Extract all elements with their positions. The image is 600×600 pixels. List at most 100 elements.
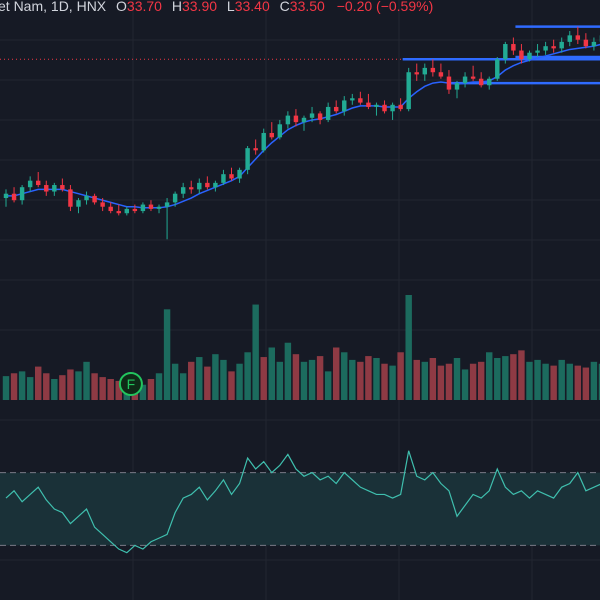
volume-bar (308, 359, 316, 400)
candle-body (446, 76, 452, 90)
volume-bar (558, 359, 565, 400)
volume-bar (429, 358, 437, 400)
candle-body (325, 106, 331, 120)
volume-bar (228, 371, 235, 400)
candle-body (583, 39, 589, 47)
volume-bar (405, 295, 412, 400)
open-value: 33.70 (126, 0, 162, 14)
volume-bar (526, 361, 533, 400)
candle-body (333, 106, 339, 112)
high-value: 33.90 (181, 0, 218, 14)
volume-bar (534, 359, 541, 400)
volume-bar (365, 356, 372, 400)
volume-bar (437, 365, 445, 400)
candle-body (350, 98, 355, 101)
candle-body (189, 187, 194, 190)
volume-bar (413, 359, 420, 400)
volume-bar (510, 354, 517, 400)
symbol-label: et Nam, 1D, HNX (0, 0, 107, 14)
volume-bar (502, 356, 509, 400)
close-label: C (279, 0, 290, 14)
volume-bar (51, 379, 58, 400)
candle-body (342, 100, 347, 112)
candle-body (567, 35, 572, 42)
volume-bar (461, 369, 469, 400)
volume-bar (324, 371, 332, 400)
candle-body (398, 104, 403, 110)
volume-bar (115, 380, 122, 400)
volume-bar (590, 361, 598, 400)
candle-body (205, 182, 210, 188)
candle-body (511, 44, 516, 51)
volume-bar (357, 361, 364, 400)
volume-bar (107, 379, 114, 400)
candle-body (559, 41, 564, 49)
candle-body (503, 44, 508, 60)
volume-bar (276, 361, 284, 400)
close-value: 33.50 (289, 0, 325, 14)
candle-body (470, 76, 476, 79)
volume-bar (381, 363, 388, 400)
candle-body (68, 189, 73, 207)
candle-body (551, 46, 556, 49)
candle-body (591, 41, 597, 47)
volume-bar (75, 371, 82, 400)
candle-body (575, 35, 581, 40)
volume-bar (300, 361, 308, 400)
rsi-band (0, 472, 600, 546)
volume-bar (2, 376, 10, 400)
open-label: O (116, 0, 127, 14)
volume-bar (10, 373, 18, 400)
volume-bar (332, 347, 340, 400)
volume-bar (477, 361, 485, 400)
candle-body (100, 202, 105, 207)
volume-bar (349, 359, 356, 400)
volume-bar (26, 377, 34, 400)
candle-body (52, 185, 57, 192)
candle-body (44, 185, 49, 192)
candle-body (124, 208, 130, 214)
volume-bar (316, 356, 324, 400)
volume-bar (284, 342, 292, 400)
volume-bar (574, 365, 582, 400)
candle-body (245, 148, 250, 170)
volume-bar (43, 373, 50, 400)
volume-bar (188, 361, 195, 400)
volume-bar (542, 363, 549, 400)
candle-body (382, 104, 387, 112)
candle-body (527, 52, 532, 60)
candle-body (108, 206, 113, 212)
candle-body (237, 169, 242, 179)
volume-bar (91, 373, 98, 400)
candle-body (535, 50, 540, 53)
volume-bar (67, 369, 74, 400)
candle-body (478, 78, 484, 86)
candle-body (487, 78, 492, 86)
candle-body (140, 204, 146, 212)
candle-body (430, 67, 436, 73)
volume-bar (171, 363, 179, 400)
candle-body (19, 187, 25, 201)
candle-body (180, 187, 186, 194)
candle-body (495, 59, 500, 79)
volume-bar (18, 371, 26, 400)
volume-bar (550, 365, 557, 400)
candle-body (229, 174, 234, 179)
candle-body (213, 182, 218, 188)
candle-body (358, 98, 363, 103)
volume-bar (99, 377, 106, 400)
candle-body (543, 46, 548, 51)
moving-average-line (6, 43, 600, 209)
flag-marker-icon (118, 372, 143, 396)
candle-body (462, 76, 468, 84)
candle-body (148, 204, 154, 209)
candle-body (422, 67, 428, 75)
candle-body (454, 83, 460, 90)
candle-body (3, 193, 9, 199)
candle-body (317, 113, 323, 120)
candle-body (116, 211, 121, 214)
volume-bar (139, 384, 147, 400)
candle-body (414, 72, 419, 75)
